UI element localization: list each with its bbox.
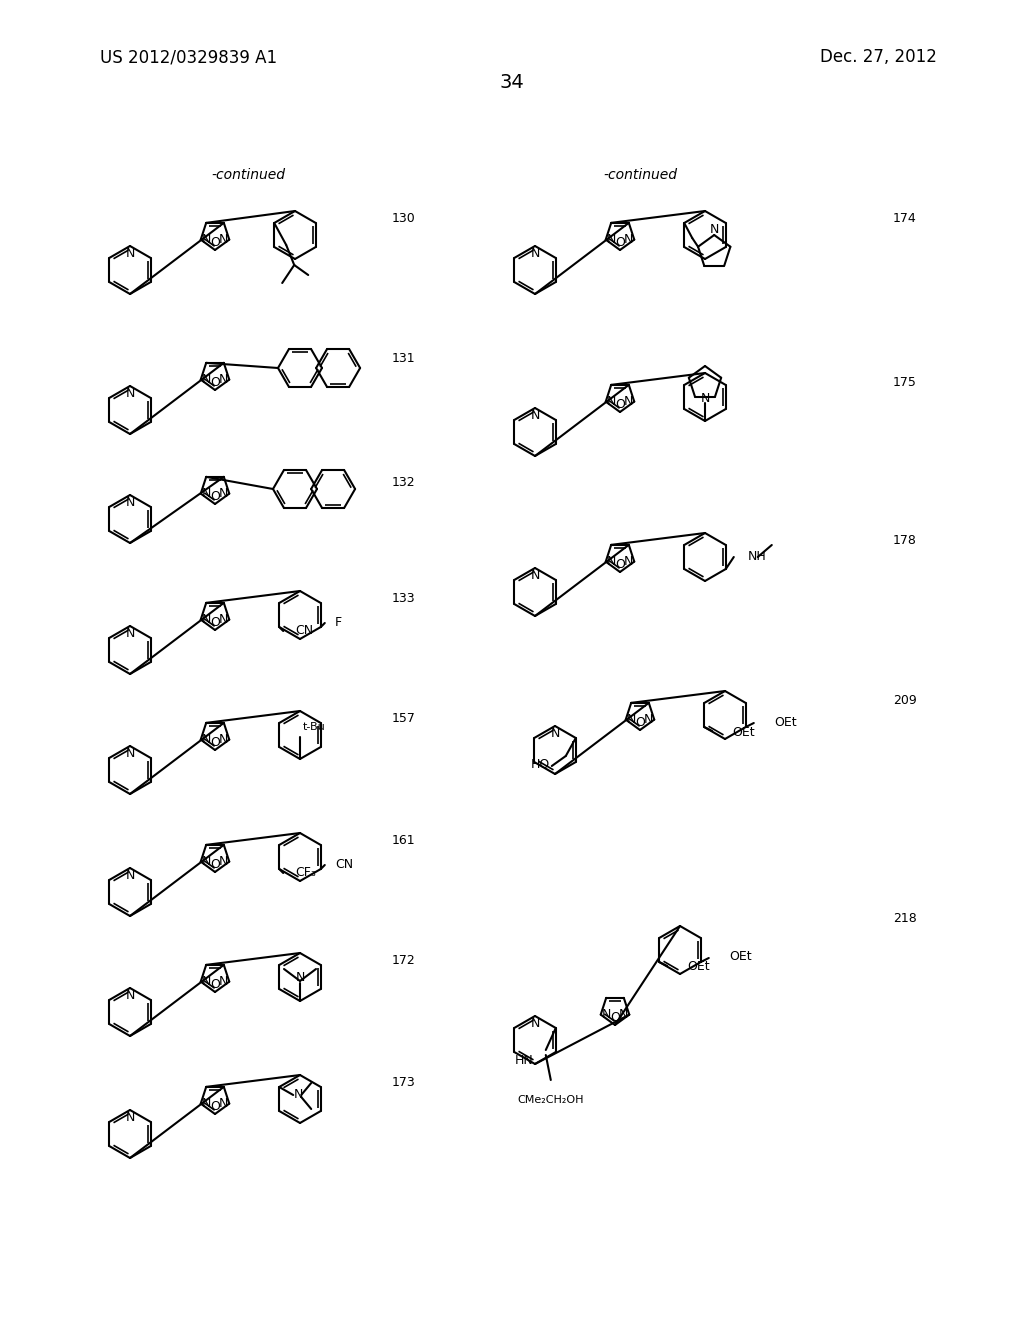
Text: CMe₂CH₂OH: CMe₂CH₂OH xyxy=(517,1096,584,1105)
Text: OEt: OEt xyxy=(687,961,710,974)
Text: 218: 218 xyxy=(893,912,916,924)
Text: N: N xyxy=(644,713,653,726)
Text: N: N xyxy=(202,733,211,746)
Text: N: N xyxy=(125,747,135,760)
Text: 209: 209 xyxy=(893,693,916,706)
Text: N: N xyxy=(710,223,719,236)
Text: N: N xyxy=(125,1111,135,1125)
Text: N: N xyxy=(125,989,135,1002)
Text: CN: CN xyxy=(335,858,353,871)
Text: O: O xyxy=(210,236,220,249)
Text: N: N xyxy=(202,487,211,500)
Text: O: O xyxy=(615,236,625,249)
Text: OEt: OEt xyxy=(732,726,755,738)
Text: 161: 161 xyxy=(392,833,416,846)
Text: N: N xyxy=(530,247,540,260)
Text: F: F xyxy=(335,616,342,630)
Text: N: N xyxy=(219,733,228,746)
Text: N: N xyxy=(627,713,636,726)
Text: N: N xyxy=(618,1008,629,1022)
Text: OEt: OEt xyxy=(729,950,752,964)
Text: 174: 174 xyxy=(893,211,916,224)
Text: 131: 131 xyxy=(392,351,416,364)
Text: N: N xyxy=(700,392,710,405)
Text: N: N xyxy=(219,234,228,246)
Text: O: O xyxy=(210,858,220,871)
Text: 130: 130 xyxy=(392,211,416,224)
Text: NH: NH xyxy=(748,550,767,564)
Text: O: O xyxy=(635,715,645,729)
Text: N: N xyxy=(295,972,305,983)
Text: HN: HN xyxy=(515,1053,534,1067)
Text: O: O xyxy=(210,978,220,991)
Text: N: N xyxy=(219,975,228,989)
Text: N: N xyxy=(125,627,135,640)
Text: Dec. 27, 2012: Dec. 27, 2012 xyxy=(820,48,937,66)
Text: HO: HO xyxy=(530,758,550,771)
Text: N: N xyxy=(530,1016,540,1030)
Text: O: O xyxy=(210,1100,220,1113)
Text: N: N xyxy=(202,612,211,626)
Text: N: N xyxy=(219,487,228,500)
Text: N: N xyxy=(607,234,616,246)
Text: N: N xyxy=(125,247,135,260)
Text: N: N xyxy=(202,855,211,869)
Text: O: O xyxy=(615,558,625,572)
Text: O: O xyxy=(210,490,220,503)
Text: N: N xyxy=(202,374,211,387)
Text: N: N xyxy=(294,1089,303,1101)
Text: N: N xyxy=(624,395,633,408)
Text: O: O xyxy=(610,1011,620,1024)
Text: O: O xyxy=(210,616,220,630)
Text: US 2012/0329839 A1: US 2012/0329839 A1 xyxy=(100,48,278,66)
Text: 157: 157 xyxy=(392,711,416,725)
Text: N: N xyxy=(550,727,560,741)
Text: N: N xyxy=(624,556,633,568)
Text: N: N xyxy=(219,855,228,869)
Text: 133: 133 xyxy=(392,591,416,605)
Text: N: N xyxy=(607,556,616,568)
Text: O: O xyxy=(615,399,625,411)
Text: N: N xyxy=(607,395,616,408)
Text: N: N xyxy=(624,234,633,246)
Text: N: N xyxy=(125,869,135,882)
Text: N: N xyxy=(219,612,228,626)
Text: N: N xyxy=(219,374,228,387)
Text: 132: 132 xyxy=(392,475,416,488)
Text: N: N xyxy=(125,387,135,400)
Text: 172: 172 xyxy=(392,953,416,966)
Text: t-Bu: t-Bu xyxy=(303,722,326,733)
Text: CN: CN xyxy=(295,624,313,638)
Text: N: N xyxy=(202,234,211,246)
Text: O: O xyxy=(210,376,220,389)
Text: -continued: -continued xyxy=(603,168,677,182)
Text: N: N xyxy=(202,975,211,989)
Text: 173: 173 xyxy=(392,1076,416,1089)
Text: N: N xyxy=(530,409,540,422)
Text: CF₃: CF₃ xyxy=(295,866,316,879)
Text: -continued: -continued xyxy=(211,168,285,182)
Text: N: N xyxy=(125,496,135,510)
Text: 34: 34 xyxy=(500,73,524,91)
Text: 175: 175 xyxy=(893,375,916,388)
Text: N: N xyxy=(202,1097,211,1110)
Text: O: O xyxy=(210,737,220,748)
Text: N: N xyxy=(219,1097,228,1110)
Text: N: N xyxy=(530,569,540,582)
Text: OEt: OEt xyxy=(774,715,797,729)
Text: N: N xyxy=(602,1008,611,1022)
Text: 178: 178 xyxy=(893,533,916,546)
